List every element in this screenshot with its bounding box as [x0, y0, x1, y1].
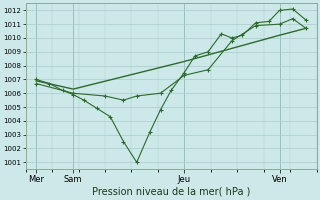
X-axis label: Pression niveau de la mer( hPa ): Pression niveau de la mer( hPa ) — [92, 187, 250, 197]
